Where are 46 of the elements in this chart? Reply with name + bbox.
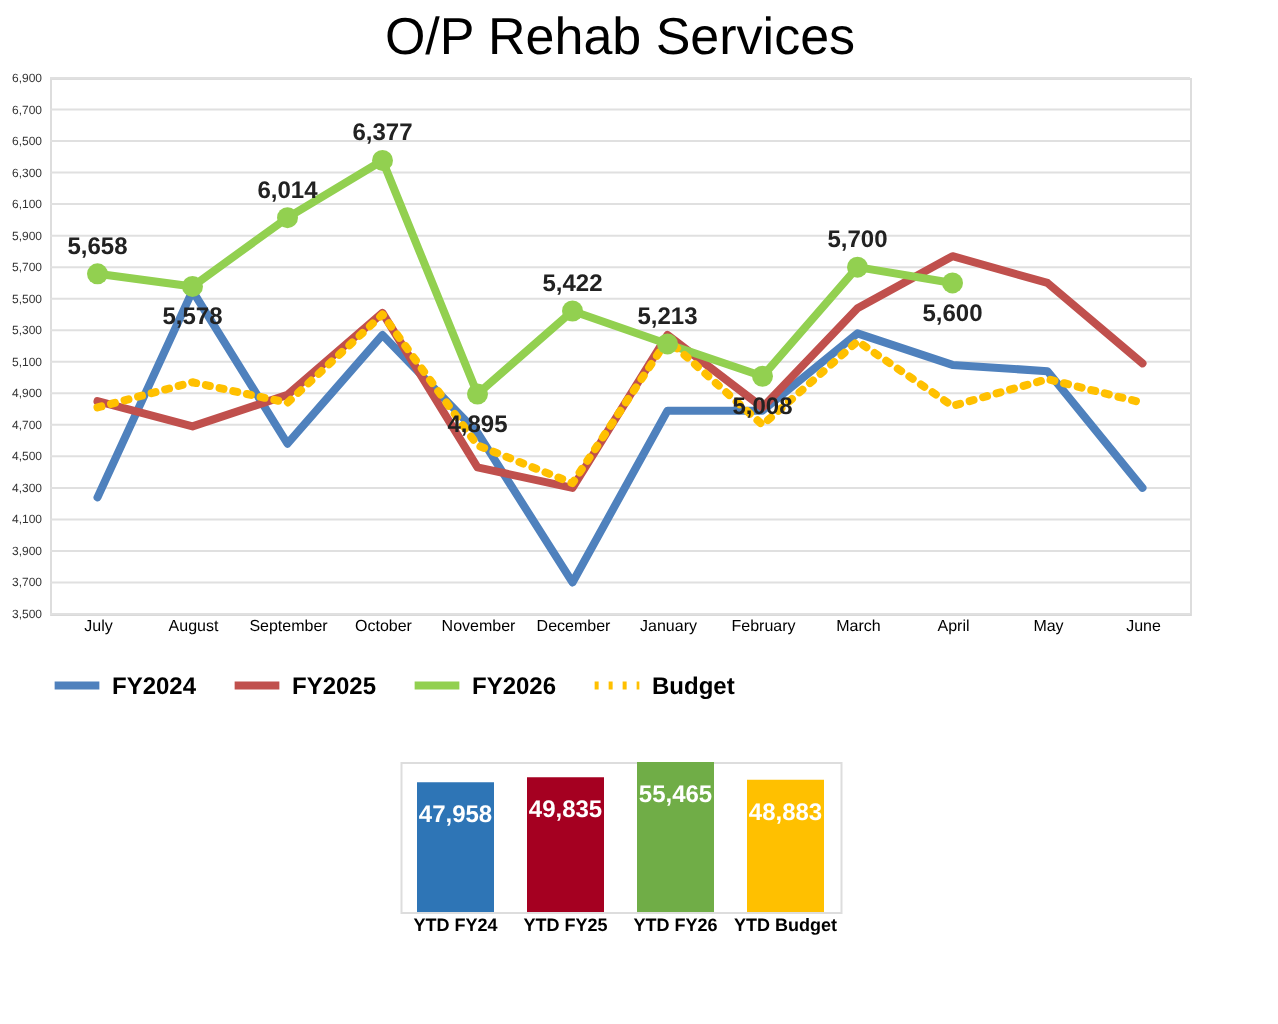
data-label: 6,014 (257, 175, 319, 204)
x-tick-label: YTD FY24 (413, 915, 498, 935)
x-tick-label: June (1126, 617, 1162, 635)
x-tick-label: October (355, 617, 413, 635)
legend-label: Budget (652, 671, 735, 700)
x-tick-label: May (1033, 617, 1064, 635)
data-label: 5,600 (922, 298, 984, 327)
x-tick-label: YTD FY25 (523, 915, 608, 935)
data-label: 48,883 (748, 797, 823, 826)
x-tick-label: January (640, 617, 697, 635)
x-tick-label: September (249, 617, 329, 635)
legend-label: FY2026 (472, 671, 557, 700)
data-label: 5,700 (827, 225, 889, 254)
data-label: 6,377 (352, 118, 414, 147)
x-tick-label: December (536, 617, 612, 635)
bar (417, 782, 494, 912)
point (182, 275, 203, 297)
bar (637, 762, 714, 912)
x-tick-label: July (84, 617, 113, 635)
data-label: 5,658 (67, 231, 129, 260)
x-tick-label: August (168, 617, 220, 635)
point (657, 333, 678, 355)
chart-title: O/P Rehab Services (384, 6, 856, 66)
point (942, 272, 963, 294)
bar (527, 777, 604, 912)
point (372, 149, 393, 171)
point (847, 256, 868, 278)
data-label: 5,213 (637, 301, 699, 330)
x-tick-label: April (937, 617, 970, 635)
x-tick-label: November (441, 617, 517, 635)
x-tick-label: YTD FY26 (633, 915, 718, 935)
x-tick-label: February (731, 617, 796, 635)
data-label: 5,422 (542, 269, 604, 297)
x-tick-label: March (836, 617, 881, 635)
x-tick-label: YTD Budget (734, 915, 837, 935)
data-label: 49,835 (528, 795, 603, 824)
data-label: 55,465 (638, 780, 713, 808)
point (467, 383, 488, 405)
point (277, 207, 298, 229)
data-label: 47,958 (418, 800, 493, 829)
legend-label: FY2024 (112, 671, 197, 700)
legend-label: FY2025 (292, 671, 377, 700)
point (87, 263, 108, 285)
bar (747, 779, 824, 912)
point (752, 365, 773, 387)
point (562, 300, 583, 322)
